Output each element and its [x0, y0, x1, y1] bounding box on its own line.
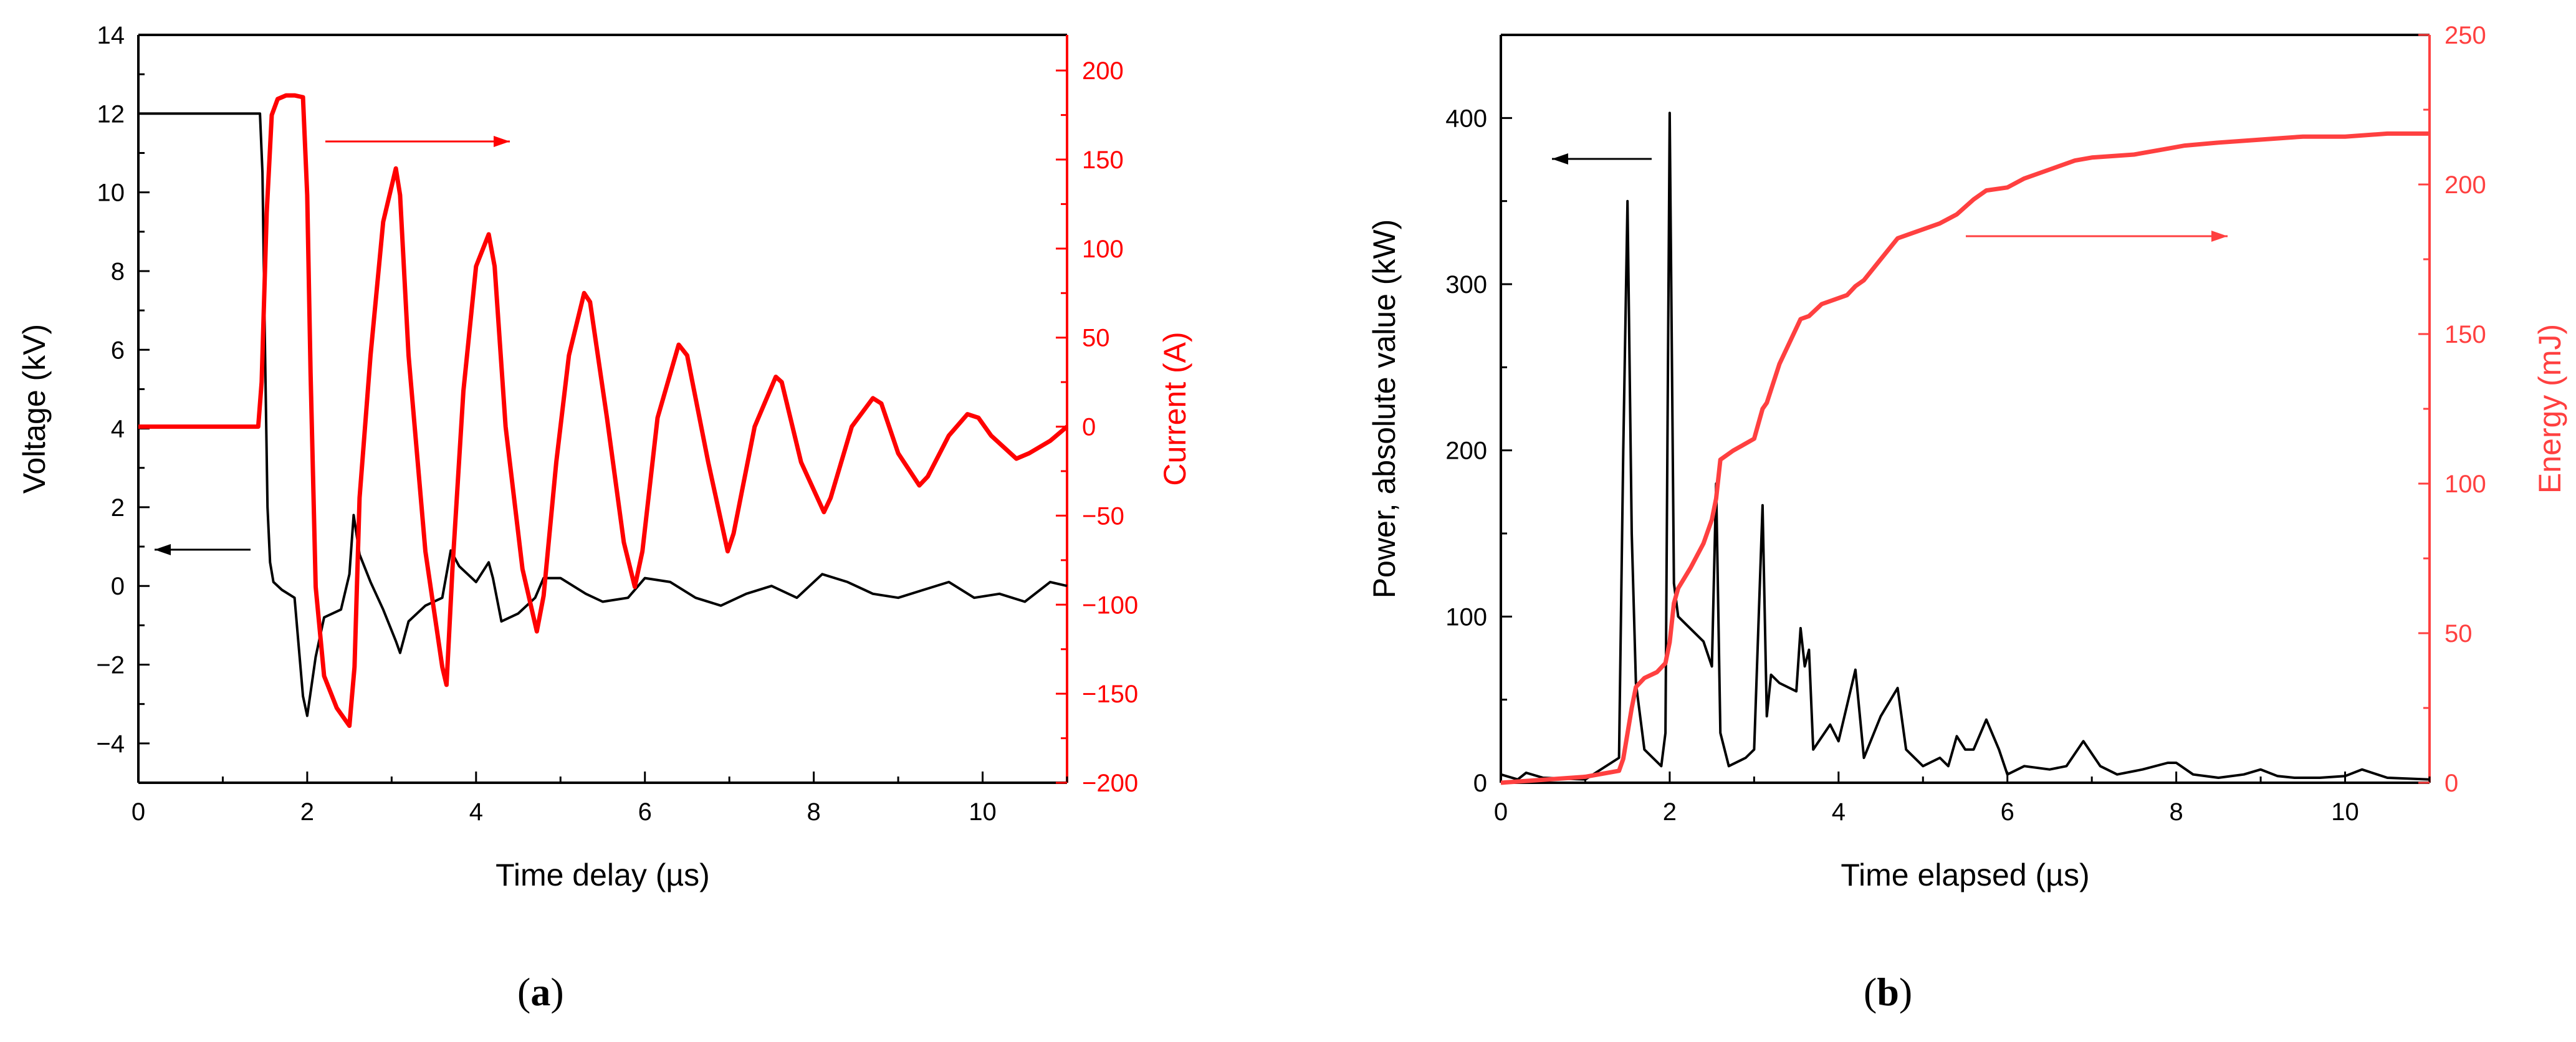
y-left-tick-label: 6 [111, 337, 125, 364]
y-right-tick-label: −100 [1082, 591, 1138, 619]
y-right-tick-label: 200 [1082, 57, 1124, 85]
y-right-tick-label: 100 [1082, 236, 1124, 263]
x-tick-label: 0 [132, 798, 145, 826]
x-tick-label: 6 [638, 798, 652, 826]
x-tick-label: 8 [807, 798, 821, 826]
y-right-tick-label: 150 [1082, 146, 1124, 174]
y-left-tick-label: 8 [111, 258, 125, 285]
y-left-tick-label: 4 [111, 416, 125, 443]
y-right-tick-label: −200 [1082, 770, 1138, 797]
series-line-current [138, 93, 1069, 729]
x-tick-label: 4 [1832, 798, 1846, 826]
x-axis-label: Time elapsed (µs) [1841, 858, 2089, 892]
y-left-tick-label: −4 [96, 730, 125, 758]
series-line-voltage [138, 112, 1068, 717]
y-left-axis-label: Voltage (kV) [17, 324, 52, 494]
y-left-tick-label: 200 [1445, 437, 1487, 465]
y-right-tick-label: 0 [2444, 770, 2458, 797]
y-left-tick-label: 300 [1445, 271, 1487, 299]
y-right-tick-label: 100 [2444, 471, 2486, 498]
y-left-tick-label: 12 [97, 100, 125, 128]
axis-indicator-arrowhead [1552, 153, 1568, 165]
x-tick-label: 6 [2001, 798, 2014, 826]
chart-a: 0 2 4 6 8 10 −4 −2 0 2 4 6 8 10 12 14 −200 −150 −100 −50 0 50… [17, 22, 1192, 892]
y-left-tick-label: 0 [111, 573, 125, 600]
x-tick-label: 0 [1494, 798, 1508, 826]
y-right-tick-label: 0 [1082, 414, 1096, 441]
y-right-tick-label: 50 [2444, 620, 2473, 648]
y-left-tick-label: 14 [97, 22, 125, 49]
y-right-tick-label: 250 [2444, 22, 2486, 49]
axis-indicator-arrowhead [2211, 231, 2228, 242]
x-tick-label: 10 [969, 798, 997, 826]
y-right-tick-label: −50 [1082, 502, 1124, 530]
x-axis-label: Time delay (µs) [496, 858, 710, 892]
panel-label-a: (a) [517, 970, 564, 1014]
y-right-tick-label: 150 [2444, 321, 2486, 348]
y-right-axis-label: Energy (mJ) [2532, 324, 2567, 494]
y-right-tick-label: −150 [1082, 681, 1138, 708]
chart-b: 0 2 4 6 8 100100200300400050100150200250Time … [1367, 22, 2567, 892]
x-tick-label: 8 [2170, 798, 2183, 826]
y-left-tick-label: 10 [97, 179, 125, 207]
x-tick-label: 2 [300, 798, 314, 826]
panel-label-b: (b) [1864, 970, 1913, 1014]
y-left-tick-label: 400 [1445, 105, 1487, 132]
y-right-axis-label: Current (A) [1157, 332, 1192, 485]
axis-indicator-arrowhead [494, 136, 510, 147]
y-right-tick-label: 200 [2444, 171, 2486, 199]
axis-indicator-arrowhead [155, 544, 171, 555]
y-left-axis-label: Power, absolute value (kW) [1367, 219, 1402, 599]
y-left-tick-label: 0 [1473, 770, 1487, 797]
series-line-energy [1500, 131, 2430, 785]
y-right-tick-label: 50 [1082, 325, 1110, 352]
series-line-power [1500, 112, 2430, 781]
y-left-tick-label: −2 [96, 652, 125, 679]
x-tick-label: 10 [2331, 798, 2359, 826]
y-left-tick-label: 2 [111, 494, 125, 522]
y-left-tick-label: 100 [1445, 603, 1487, 631]
x-tick-label: 2 [1663, 798, 1677, 826]
x-tick-label: 4 [469, 798, 483, 826]
